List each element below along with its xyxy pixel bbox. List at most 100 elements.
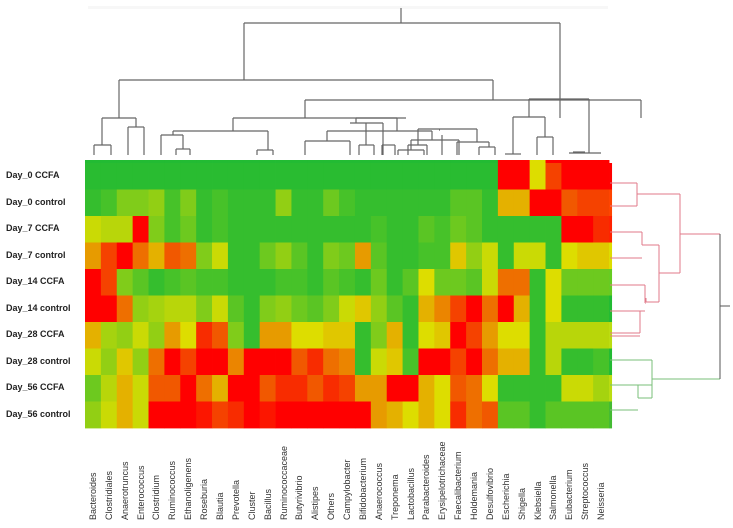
heatmap-cell	[529, 189, 546, 217]
heatmap-cell	[577, 322, 594, 349]
heatmap-cell	[196, 163, 213, 190]
heatmap-cell	[545, 295, 562, 323]
heatmap-cell	[227, 189, 245, 217]
row-label: Day_14 control	[6, 302, 71, 313]
heatmap-cell	[593, 401, 610, 429]
heatmap-cell	[402, 189, 419, 217]
heatmap-cell	[307, 242, 324, 270]
heatmap-cell	[561, 242, 578, 270]
row-color-bar-segment	[609, 189, 613, 217]
heatmap-cell	[259, 242, 276, 270]
heatmap-cell	[227, 375, 245, 402]
heatmap-cell	[418, 163, 435, 190]
heatmap-cell	[513, 295, 531, 323]
heatmap-cell	[100, 401, 118, 429]
column-color-bar-segment	[482, 160, 499, 163]
heatmap-cell	[148, 189, 165, 217]
row-label: Day_0 CCFA	[6, 170, 60, 181]
heatmap-cell	[513, 242, 531, 270]
heatmap-cell	[418, 348, 435, 376]
column-color-bar-segment	[577, 160, 594, 163]
heatmap-cell	[100, 295, 118, 323]
heatmap-cell	[497, 322, 515, 349]
heatmap-cell	[577, 163, 594, 190]
heatmap-cell	[370, 163, 388, 190]
heatmap-cell	[482, 401, 499, 429]
row-label: Day_14 CCFA	[6, 276, 65, 287]
heatmap-cell	[148, 375, 165, 402]
heatmap-cell	[212, 242, 229, 270]
heatmap-cell	[243, 322, 261, 349]
heatmap-cell	[529, 322, 546, 349]
heatmap-cell	[212, 295, 229, 323]
heatmap-cell	[577, 401, 594, 429]
heatmap-cell	[116, 216, 134, 243]
heatmap-cell	[466, 189, 483, 217]
heatmap-cell	[227, 295, 245, 323]
heatmap-cell	[577, 375, 594, 402]
column-color-bar-segment	[227, 160, 245, 163]
column-color-bar-segment	[497, 160, 515, 163]
heatmap-cell	[148, 242, 165, 270]
heatmap-cell	[450, 348, 467, 376]
heatmap-cell	[370, 375, 388, 402]
heatmap-cell	[132, 295, 149, 323]
heatmap-cell	[196, 375, 213, 402]
heatmap-cell	[513, 348, 531, 376]
heatmap-cell	[386, 295, 403, 323]
heatmap-cell	[275, 375, 292, 402]
column-color-bar-segment	[561, 160, 578, 163]
column-color-bar-segment	[212, 160, 229, 163]
heatmap-cell	[196, 401, 213, 429]
column-color-bar-segment	[132, 160, 149, 163]
row-label: Day_7 control	[6, 249, 66, 260]
heatmap-cell	[561, 348, 578, 376]
heatmap-cell	[339, 401, 356, 429]
heatmap-cell	[275, 189, 292, 217]
heatmap-cell	[402, 401, 419, 429]
heatmap-cell	[85, 189, 102, 217]
heatmap-cell	[482, 348, 499, 376]
heatmap-cell	[593, 269, 610, 296]
heatmap-cell	[370, 216, 388, 243]
heatmap-cell	[307, 401, 324, 429]
heatmap-cell	[275, 242, 292, 270]
heatmap-cell	[513, 163, 531, 190]
heatmap-cell	[434, 295, 451, 323]
column-label: Neisseria	[596, 482, 607, 520]
heatmap-cell	[386, 322, 403, 349]
heatmap-cell	[259, 401, 276, 429]
heatmap-cell	[577, 189, 594, 217]
heatmap-cell	[545, 189, 562, 217]
heatmap-cell	[497, 295, 515, 323]
heatmap-cell	[132, 189, 149, 217]
heatmap-cell	[100, 322, 118, 349]
column-label: Ruminococcus	[167, 460, 178, 520]
column-color-bar-segment	[386, 160, 403, 163]
row-color-bar-segment	[609, 375, 613, 402]
row-color-bar-segment	[609, 401, 613, 429]
heatmap-cell	[323, 189, 340, 217]
column-label: Lactobacillus	[405, 467, 416, 520]
row-label: Day_56 control	[6, 408, 71, 419]
heatmap-cell	[243, 401, 261, 429]
heatmap-cell	[148, 401, 165, 429]
heatmap-cell	[529, 375, 546, 402]
heatmap-cell	[434, 322, 451, 349]
heatmap-cell	[386, 216, 403, 243]
heatmap-cell	[212, 269, 229, 296]
column-color-bar-segment	[513, 160, 531, 163]
heatmap-cell	[450, 401, 467, 429]
heatmap-cell	[577, 295, 594, 323]
heatmap-cell	[450, 242, 467, 270]
heatmap-cell	[561, 375, 578, 402]
heatmap-cell	[339, 375, 356, 402]
column-color-bar-segment	[180, 160, 197, 163]
column-label: Bifidobacterium	[357, 457, 368, 520]
heatmap-cell	[85, 269, 102, 296]
heatmap-cell	[354, 163, 372, 190]
heatmap-cell	[85, 216, 102, 243]
heatmap-cell	[180, 269, 197, 296]
column-color-bar-segment	[529, 160, 546, 163]
column-color-bar-segment	[370, 160, 388, 163]
